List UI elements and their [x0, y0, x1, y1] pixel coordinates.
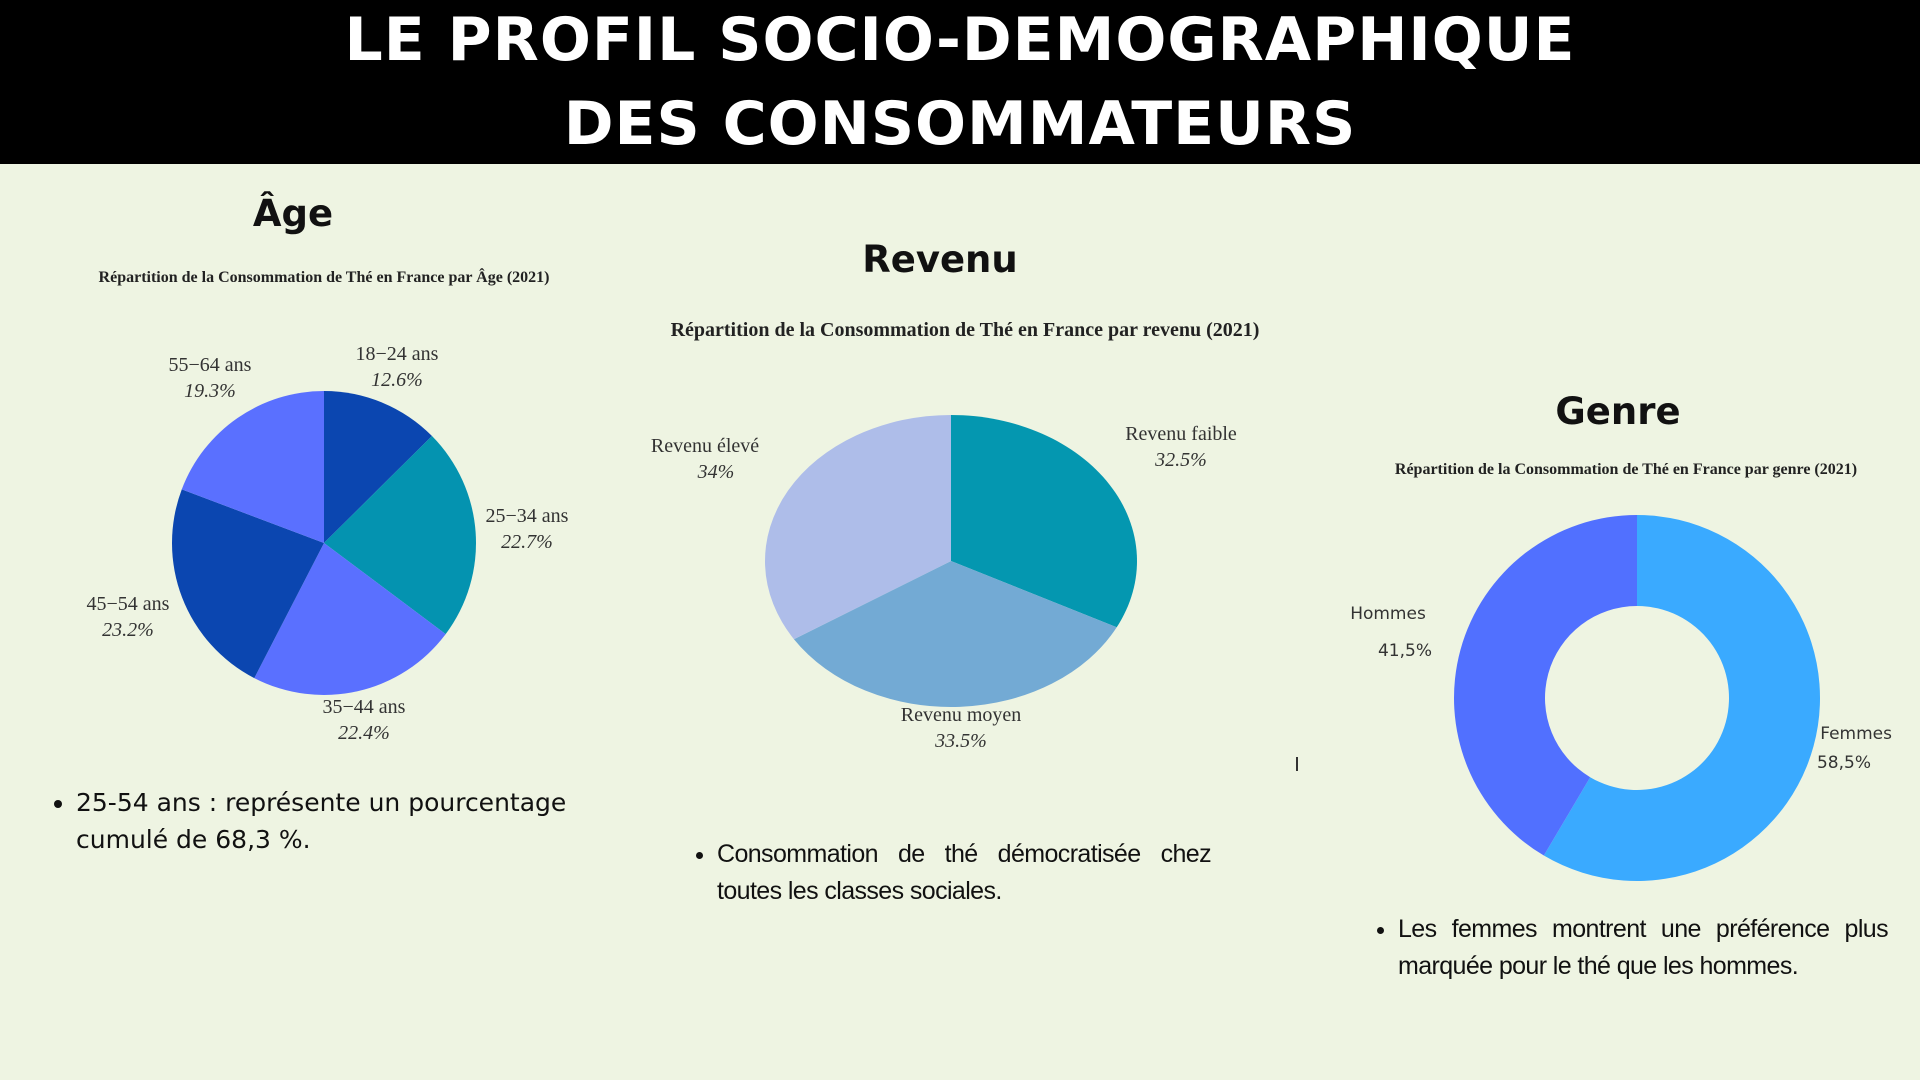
- value-revenu-moyen: 33.5%: [934, 730, 987, 752]
- divider-mark: [1296, 757, 1298, 771]
- label-revenu-moyen: Revenu moyen: [901, 704, 1022, 726]
- label-hommes: Hommes: [1350, 604, 1426, 624]
- bullet-revenu-text: Consommation de thé démocratisée chez to…: [717, 836, 1212, 910]
- value-revenu-faible: 32.5%: [1154, 449, 1207, 471]
- value-35-44-ans: 22.4%: [338, 722, 390, 744]
- value-25-34-ans: 22.7%: [501, 531, 553, 553]
- label-35-44-ans: 35−44 ans: [323, 696, 406, 718]
- slice-femmes: [1543, 515, 1820, 881]
- section-title-genre: Genre: [1555, 390, 1681, 433]
- label-18-24-ans: 18−24 ans: [356, 343, 439, 365]
- label-45-54-ans: 45−54 ans: [87, 593, 170, 615]
- chart-title-revenu: Répartition de la Consommation de Thé en…: [670, 319, 1260, 341]
- slice-25-34-ans: [324, 436, 477, 635]
- header-banner: LE PROFIL SOCIO-DEMOGRAPHIQUE DES CONSOM…: [0, 0, 1920, 164]
- slice-35-44-ans: [254, 543, 446, 695]
- label-revenu-faible: Revenu faible: [1125, 423, 1237, 445]
- bullet-age: 25-54 ans : représente un pourcentage cu…: [42, 784, 602, 858]
- slice-45-54-ans: [172, 489, 324, 679]
- bullet-genre: Les femmes montrent une préférence plus …: [1364, 911, 1889, 985]
- value-18-24-ans: 12.6%: [371, 369, 423, 391]
- slice-18-24-ans: [324, 391, 432, 543]
- section-title-age: Âge: [252, 192, 334, 235]
- section-title-revenu: Revenu: [862, 238, 1018, 281]
- slice-revenu-moyen: [793, 561, 1117, 707]
- value-hommes: 41,5%: [1378, 641, 1432, 661]
- slice-revenu-eleve: [765, 415, 951, 640]
- label-femmes: Femmes: [1820, 724, 1892, 744]
- bullet-genre-text: Les femmes montrent une préférence plus …: [1398, 911, 1889, 985]
- chart-title-age: Répartition de la Consommation de Thé en…: [98, 269, 550, 286]
- label-revenu-eleve: Revenu élevé: [651, 435, 759, 457]
- value-femmes: 58,5%: [1817, 753, 1871, 773]
- bullet-revenu: Consommation de thé démocratisée chez to…: [683, 836, 1212, 910]
- revenu-pie-chart: Revenu faible 32.5% Revenu moyen 33.5% Reven…: [651, 415, 1237, 752]
- slice-hommes: [1454, 515, 1637, 856]
- slice-revenu-faible: [951, 415, 1137, 628]
- age-pie-chart: 18−24 ans 12.6% 25−34 ans 22.7% 35−44 ans 22.…: [87, 343, 569, 744]
- chart-title-genre: Répartition de la Consommation de Thé en…: [1394, 461, 1858, 478]
- page-title-line-2: DES CONSOMMATEURS: [563, 89, 1357, 159]
- genre-donut-chart: Femmes 58,5% Hommes 41,5%: [1350, 515, 1892, 881]
- value-55-64-ans: 19.3%: [184, 380, 236, 402]
- value-45-54-ans: 23.2%: [102, 619, 154, 641]
- slice-55-64-ans: [181, 391, 324, 543]
- value-revenu-eleve: 34%: [697, 461, 735, 483]
- bullet-age-text: 25-54 ans : représente un pourcentage cu…: [76, 784, 602, 858]
- label-25-34-ans: 25−34 ans: [486, 505, 569, 527]
- page-title-line-1: LE PROFIL SOCIO-DEMOGRAPHIQUE: [344, 5, 1576, 75]
- label-55-64-ans: 55−64 ans: [169, 354, 252, 376]
